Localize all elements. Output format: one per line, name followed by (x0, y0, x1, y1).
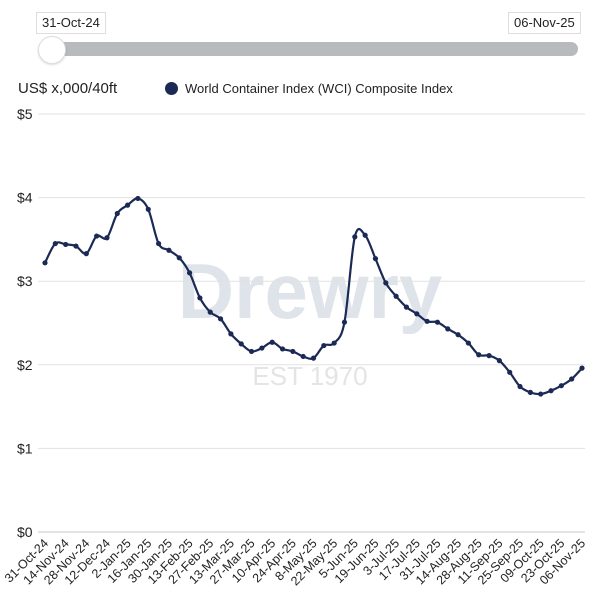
data-point (155, 240, 162, 247)
data-point (248, 348, 255, 355)
data-point (496, 358, 502, 364)
data-point (125, 202, 131, 208)
data-point (166, 247, 172, 253)
data-point (135, 195, 141, 202)
data-point (238, 341, 244, 347)
data-point (52, 240, 58, 247)
y-tick-label: $2 (17, 357, 33, 373)
data-point (310, 355, 317, 361)
data-point (269, 339, 275, 345)
data-point (207, 309, 213, 315)
data-point (579, 365, 585, 371)
data-point (517, 383, 523, 390)
data-point (94, 233, 100, 239)
data-point (259, 345, 265, 351)
data-point (362, 232, 368, 238)
legend-label: World Container Index (WCI) Composite In… (185, 81, 453, 96)
data-point (414, 311, 420, 317)
y-tick-label: $0 (17, 524, 33, 540)
range-slider-track[interactable] (46, 42, 578, 56)
data-point (476, 352, 482, 358)
data-point (372, 256, 379, 262)
data-point (145, 206, 151, 212)
y-tick-label: $1 (17, 440, 33, 456)
data-point (424, 318, 430, 324)
data-point (73, 243, 79, 249)
data-point (434, 319, 441, 325)
data-point (486, 353, 492, 359)
watermark-tagline: EST 1970 (252, 361, 367, 391)
data-point (279, 346, 286, 352)
y-tick-label: $4 (17, 190, 33, 206)
data-point (217, 316, 224, 322)
y-axis-unit-label: US$ x,000/40ft (18, 80, 118, 97)
data-point (383, 280, 389, 286)
data-point (558, 383, 564, 389)
data-point (403, 304, 410, 310)
data-point (548, 388, 554, 394)
data-point (455, 332, 461, 338)
data-point (507, 369, 513, 375)
data-point (114, 210, 120, 217)
data-point (42, 260, 48, 266)
range-slider-handle[interactable] (38, 36, 66, 64)
data-point (465, 340, 472, 346)
legend-marker-icon (165, 82, 178, 95)
range-end-date: 06-Nov-25 (508, 12, 581, 34)
range-start-date: 31-Oct-24 (36, 12, 106, 34)
data-point (352, 234, 358, 240)
data-point (290, 348, 296, 355)
y-tick-label: $5 (17, 106, 33, 122)
y-tick-label: $3 (17, 273, 33, 289)
data-point (445, 326, 451, 332)
data-point (197, 295, 203, 301)
data-point (331, 340, 337, 346)
data-point (569, 376, 575, 382)
legend-item[interactable]: World Container Index (WCI) Composite In… (165, 81, 453, 96)
data-point (393, 293, 399, 299)
watermark-brand: Drewry (178, 247, 442, 335)
data-point (104, 235, 110, 241)
data-point (538, 391, 544, 397)
data-point (83, 251, 89, 257)
drewry-watermark-logo: Drewry EST 1970 (178, 247, 442, 391)
data-point (228, 331, 234, 337)
data-point (63, 241, 69, 248)
data-point (321, 342, 327, 349)
data-point (186, 270, 193, 276)
data-point (527, 389, 533, 395)
data-point (341, 319, 348, 325)
data-point (176, 255, 182, 261)
data-point (300, 353, 306, 360)
